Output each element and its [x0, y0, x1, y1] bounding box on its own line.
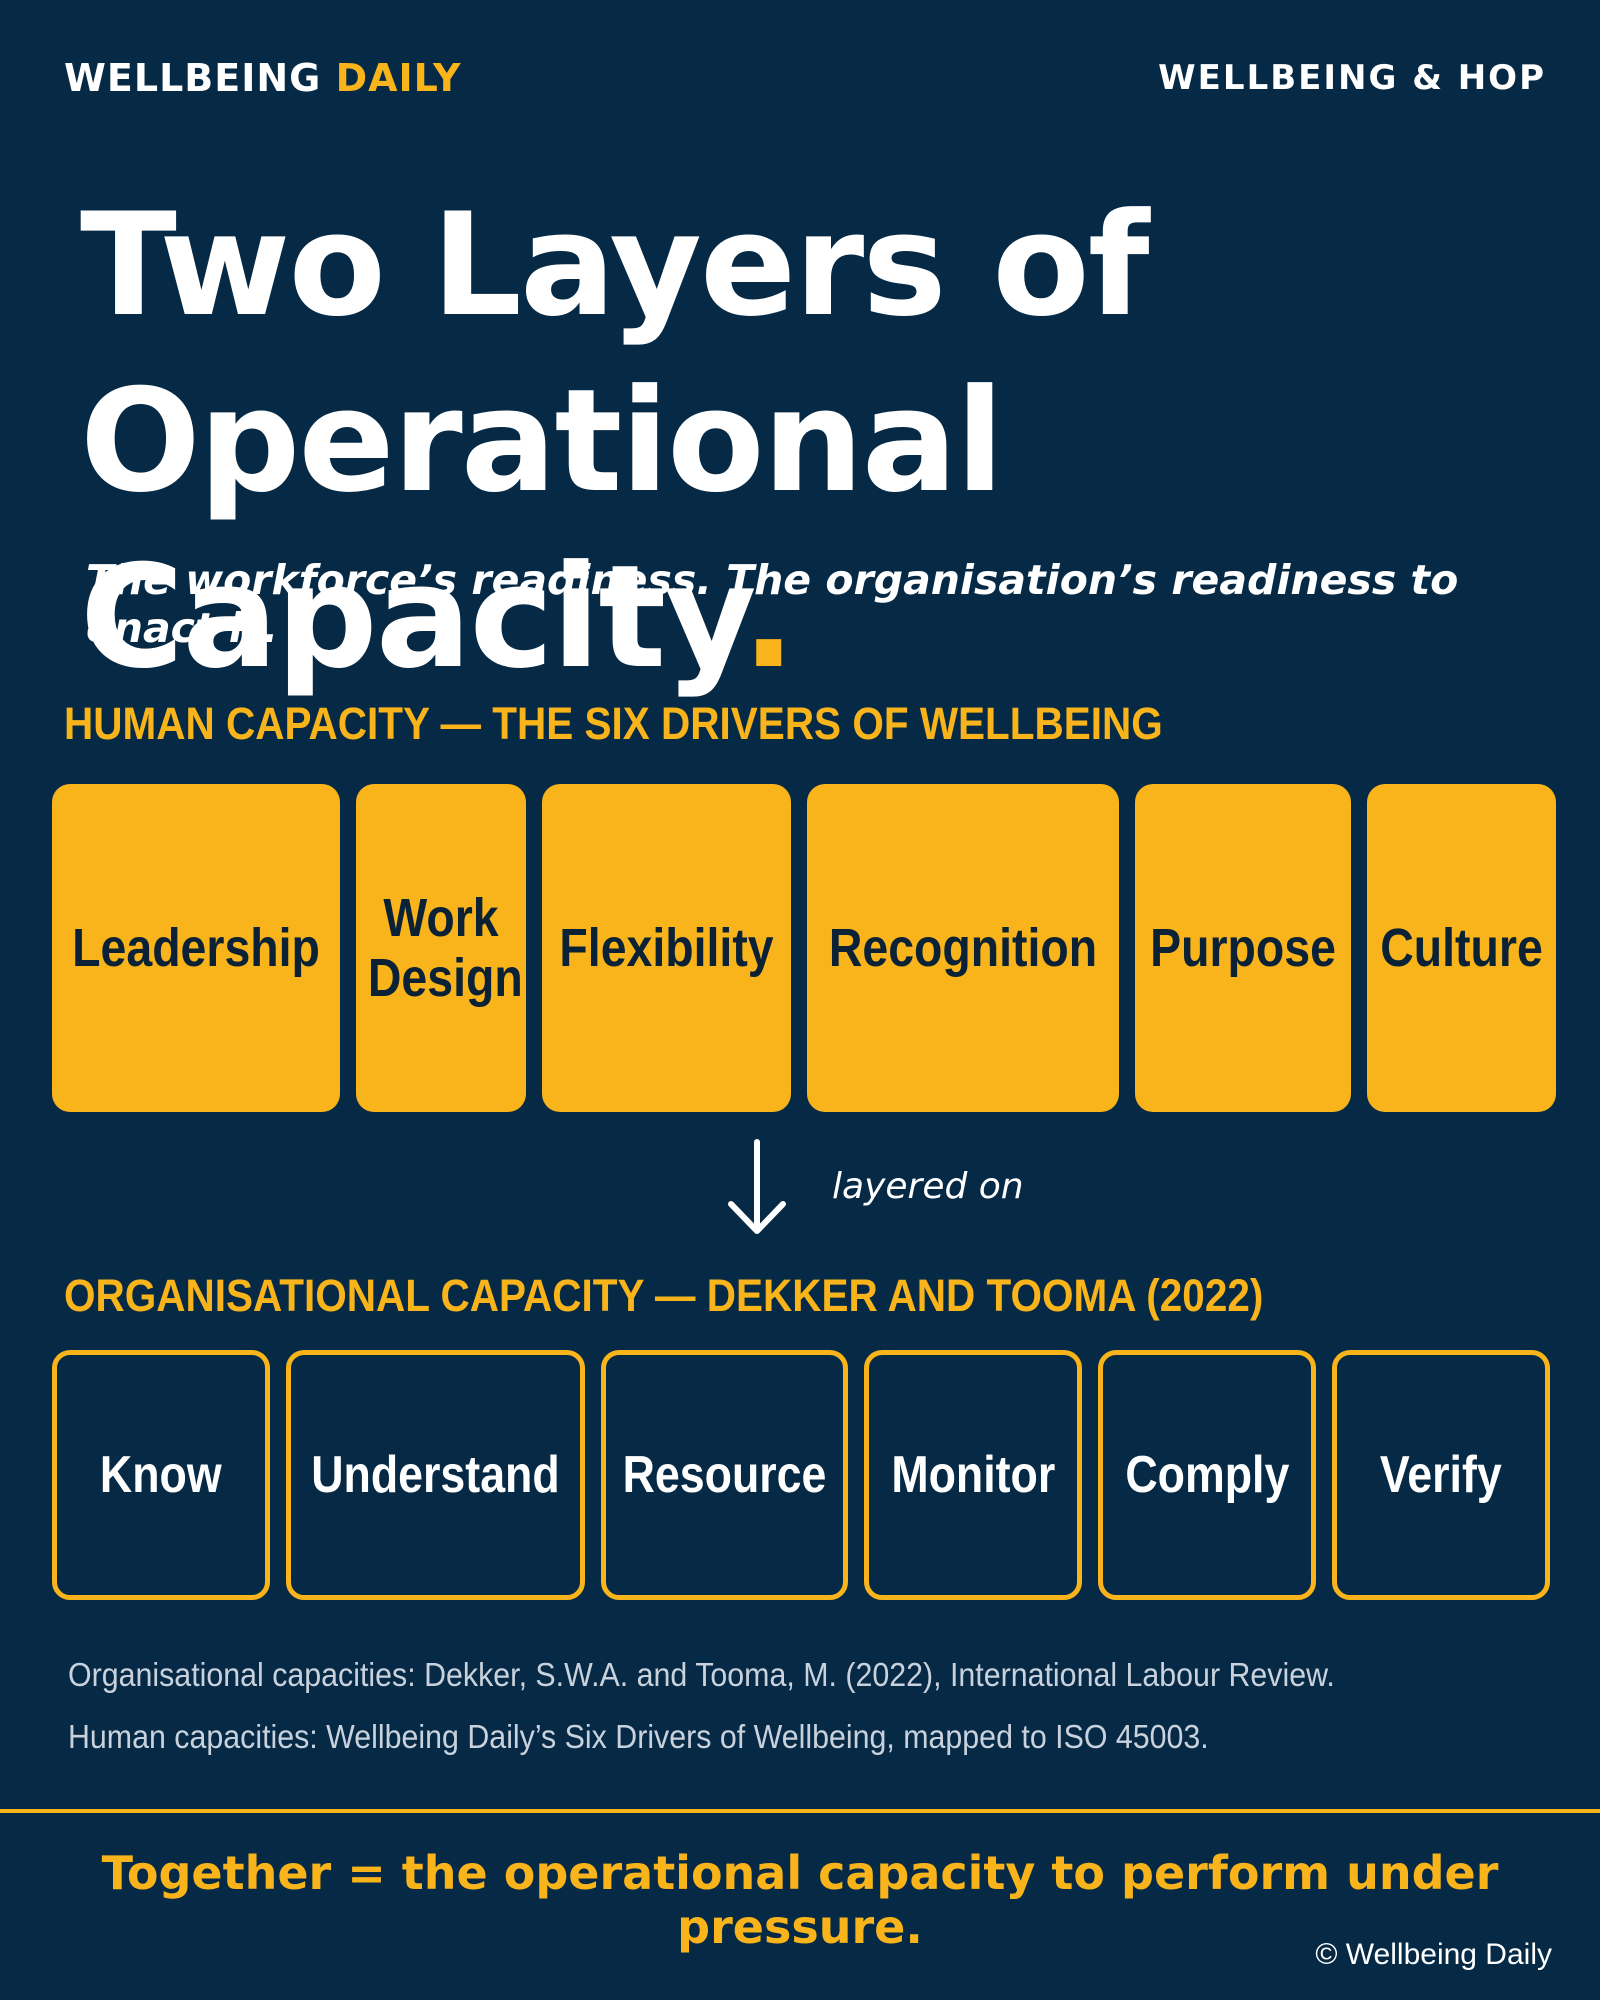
capacity-card-verify: Verify	[1331, 1350, 1550, 1600]
capacity-label: Know	[100, 1445, 222, 1504]
copyright: © Wellbeing Daily	[1315, 1938, 1552, 1971]
driver-label: Flexibility	[559, 917, 774, 978]
driver-card-purpose: Purpose	[1135, 784, 1352, 1112]
title-line-1: Two Layers of	[80, 183, 1150, 348]
connector-label: layered on	[832, 1166, 1024, 1207]
capacity-card-monitor: Monitor	[863, 1350, 1082, 1600]
subtitle: The workforce’s readiness. The organisat…	[86, 556, 1459, 652]
organisational-capacity-heading: ORGANISATIONAL CAPACITY — DEKKER AND TOO…	[64, 1270, 1264, 1321]
driver-card-work-design: Work Design	[356, 784, 527, 1112]
title-line-2: Operational Capacity.	[80, 354, 1580, 706]
source-human: Human capacities: Wellbeing Daily’s Six …	[68, 1718, 1209, 1755]
driver-label: Work Design	[367, 887, 523, 1008]
driver-card-recognition: Recognition	[807, 784, 1120, 1112]
capacity-label: Resource	[622, 1445, 827, 1504]
header-tag: WELLBEING & HOP	[1158, 58, 1546, 98]
driver-label: Culture	[1380, 917, 1543, 978]
title-line-2-text: Operational Capacity	[80, 359, 1004, 700]
driver-card-flexibility: Flexibility	[542, 784, 792, 1112]
capacity-card-understand: Understand	[286, 1350, 585, 1600]
organisational-capacity-cards: Know Understand Resource Monitor Comply …	[52, 1350, 1550, 1600]
source-organisational: Organisational capacities: Dekker, S.W.A…	[68, 1656, 1335, 1693]
capacity-label: Verify	[1380, 1445, 1502, 1504]
capacity-card-resource: Resource	[600, 1350, 848, 1600]
arrow-down-icon	[722, 1138, 792, 1238]
capacity-card-comply: Comply	[1097, 1350, 1316, 1600]
driver-card-culture: Culture	[1367, 784, 1557, 1112]
divider	[0, 1809, 1600, 1813]
title-period: .	[741, 535, 796, 700]
capacity-card-know: Know	[52, 1350, 271, 1600]
page-title: Two Layers of Operational Capacity.	[80, 178, 1580, 706]
capacity-label: Monitor	[890, 1445, 1055, 1504]
driver-label: Recognition	[829, 917, 1098, 978]
human-capacity-heading: HUMAN CAPACITY — THE SIX DRIVERS OF WELL…	[64, 698, 1163, 749]
human-capacity-cards: Leadership Work Design Flexibility Recog…	[52, 784, 1557, 1112]
driver-label: Purpose	[1150, 917, 1337, 978]
driver-label: Leadership	[72, 917, 320, 978]
brand-logo: WELLBEING DAILY	[64, 56, 462, 100]
brand-main: WELLBEING	[64, 56, 322, 100]
capacity-label: Understand	[311, 1445, 560, 1504]
capacity-label: Comply	[1124, 1445, 1289, 1504]
brand-accent: DAILY	[335, 56, 462, 100]
driver-card-leadership: Leadership	[52, 784, 341, 1112]
together-statement: Together = the operational capacity to p…	[101, 1846, 1499, 1954]
